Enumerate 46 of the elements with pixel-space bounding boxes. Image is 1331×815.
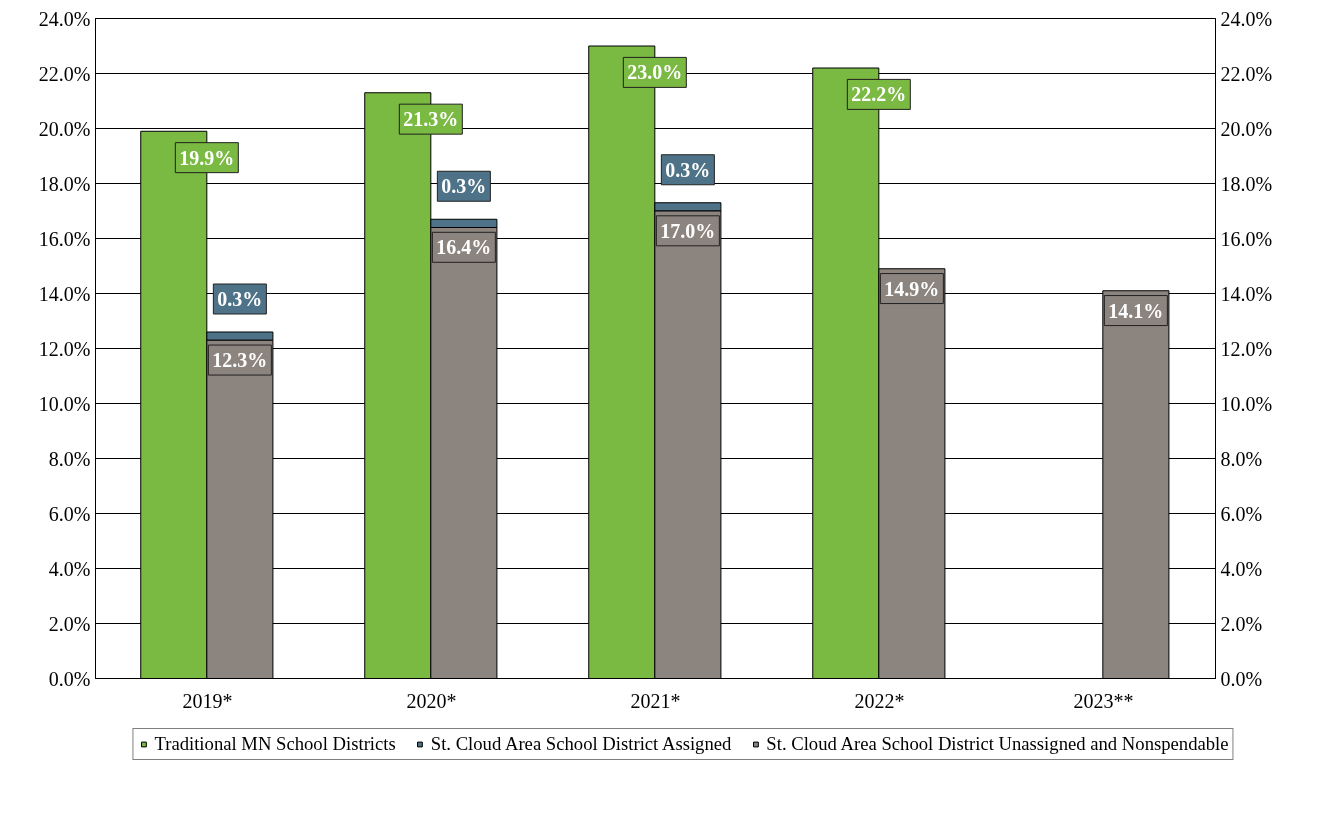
data-label: 14.9% <box>884 277 940 300</box>
y-tick-label: 22.0% <box>38 62 91 85</box>
data-label: 0.3% <box>441 175 487 198</box>
y2-tick-label: 4.0% <box>1220 557 1263 580</box>
data-label: 17.0% <box>660 219 716 242</box>
y2-tick-label: 12.0% <box>1220 337 1273 360</box>
y-tick-label: 6.0% <box>48 502 91 525</box>
y2-tick-label: 10.0% <box>1220 392 1273 415</box>
x-tick-label: 2022* <box>854 689 905 712</box>
y2-tick-label: 14.0% <box>1220 282 1273 305</box>
y-tick-label: 20.0% <box>38 117 91 140</box>
y2-tick-label: 8.0% <box>1220 447 1263 470</box>
data-label: 0.3% <box>665 158 711 181</box>
y-tick-label: 2.0% <box>48 612 91 635</box>
data-label: 16.4% <box>436 236 492 259</box>
data-label: 23.0% <box>627 61 683 84</box>
x-tick-label: 2019* <box>182 689 233 712</box>
y2-tick-label: 20.0% <box>1220 117 1273 140</box>
x-tick-label: 2023** <box>1073 689 1134 712</box>
y2-tick-label: 24.0% <box>1220 7 1273 30</box>
y2-tick-label: 22.0% <box>1220 62 1273 85</box>
y2-tick-label: 6.0% <box>1220 502 1263 525</box>
y-tick-label: 14.0% <box>38 282 91 305</box>
data-label: 19.9% <box>179 146 235 169</box>
x-tick-label: 2020* <box>406 689 457 712</box>
data-label: 22.2% <box>851 83 907 106</box>
y2-tick-label: 18.0% <box>1220 172 1273 195</box>
y-tick-label: 4.0% <box>48 557 91 580</box>
legend-label: St. Cloud Area School District Assigned <box>430 733 732 755</box>
y-tick-label: 10.0% <box>38 392 91 415</box>
y-tick-label: 0.0% <box>48 667 91 690</box>
y-tick-label: 24.0% <box>38 7 91 30</box>
y2-tick-label: 2.0% <box>1220 612 1263 635</box>
y2-tick-label: 16.0% <box>1220 227 1273 250</box>
y-tick-label: 8.0% <box>48 447 91 470</box>
data-label: 14.1% <box>1108 299 1164 322</box>
y2-tick-label: 0.0% <box>1220 667 1263 690</box>
y-tick-label: 18.0% <box>38 172 91 195</box>
y-tick-label: 12.0% <box>38 337 91 360</box>
x-tick-label: 2021* <box>630 689 681 712</box>
legend-label: Traditional MN School Districts <box>154 733 396 755</box>
y-tick-label: 16.0% <box>38 227 91 250</box>
data-label: 0.3% <box>217 288 263 310</box>
data-label: 21.3% <box>403 108 459 131</box>
legend-label: St. Cloud Area School District Unassigned and Nonspendable <box>766 733 1229 755</box>
data-label: 12.3% <box>212 349 268 372</box>
